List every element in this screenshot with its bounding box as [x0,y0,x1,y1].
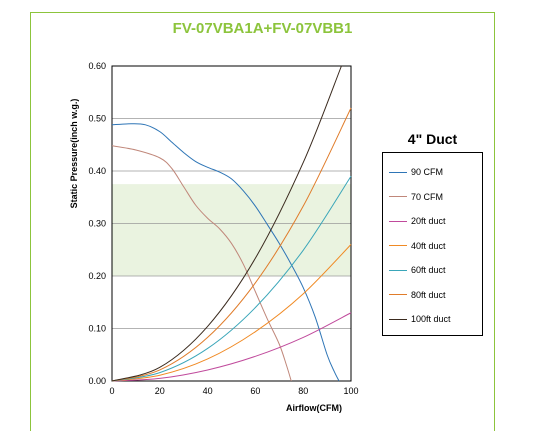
legend-label: 100ft duct [411,314,451,324]
legend-swatch [389,220,407,222]
series-line-100ft-duct [111,65,342,382]
y-axis-label: Static Pressure(inch w.g.) [69,99,79,209]
legend-item: 60ft duct [389,264,446,276]
series-line-70-cfm [111,145,292,382]
x-tick-label: 20 [155,386,165,396]
series-line-60ft-duct [111,175,352,382]
y-tick-label: 0.20 [88,271,106,281]
legend-item: 100ft duct [389,313,451,325]
legend-item: 40ft duct [389,240,446,252]
legend-item: 90 CFM [389,166,443,178]
legend-item: 20ft duct [389,215,446,227]
legend-swatch [389,294,407,295]
x-tick-label: 40 [203,386,213,396]
legend-swatch [389,318,407,320]
x-axis-label: Airflow(CFM) [286,403,342,413]
legend-swatch [389,269,407,271]
y-tick-label: 0.60 [88,61,106,71]
x-tick-label: 0 [109,386,114,396]
plot-area-border [111,65,352,382]
recommended-range-band [112,184,351,276]
legend-label: 80ft duct [411,289,446,300]
series-line-80ft-duct [111,107,352,382]
series-line-20ft-duct [111,312,352,382]
legend-label: 40ft duct [411,240,446,251]
legend [382,152,483,336]
legend-label: 20ft duct [411,216,446,226]
legend-title: 4" Duct [407,131,458,147]
legend-swatch [389,171,407,173]
legend-label: 90 CFM [411,167,444,177]
x-tick-label: 60 [250,386,260,396]
legend-label: 60ft duct [411,265,446,275]
x-tick-label: 80 [298,386,308,396]
legend-swatch [389,196,407,197]
series-line-90-cfm [111,123,340,382]
legend-swatch [389,245,407,246]
x-tick-label: 100 [343,386,358,396]
series-line-40ft-duct [111,244,352,382]
y-tick-label: 0.00 [88,376,106,386]
legend-label: 70 CFM [411,191,444,202]
y-tick-label: 0.40 [88,166,106,176]
legend-item: 80ft duct [389,289,446,301]
y-tick-label: 0.10 [88,324,106,334]
y-tick-label: 0.50 [88,114,106,124]
chart-title: FV-07VBA1A+FV-07VBB1 [172,20,353,37]
legend-item: 70 CFM [389,191,443,203]
y-tick-label: 0.30 [88,219,106,229]
